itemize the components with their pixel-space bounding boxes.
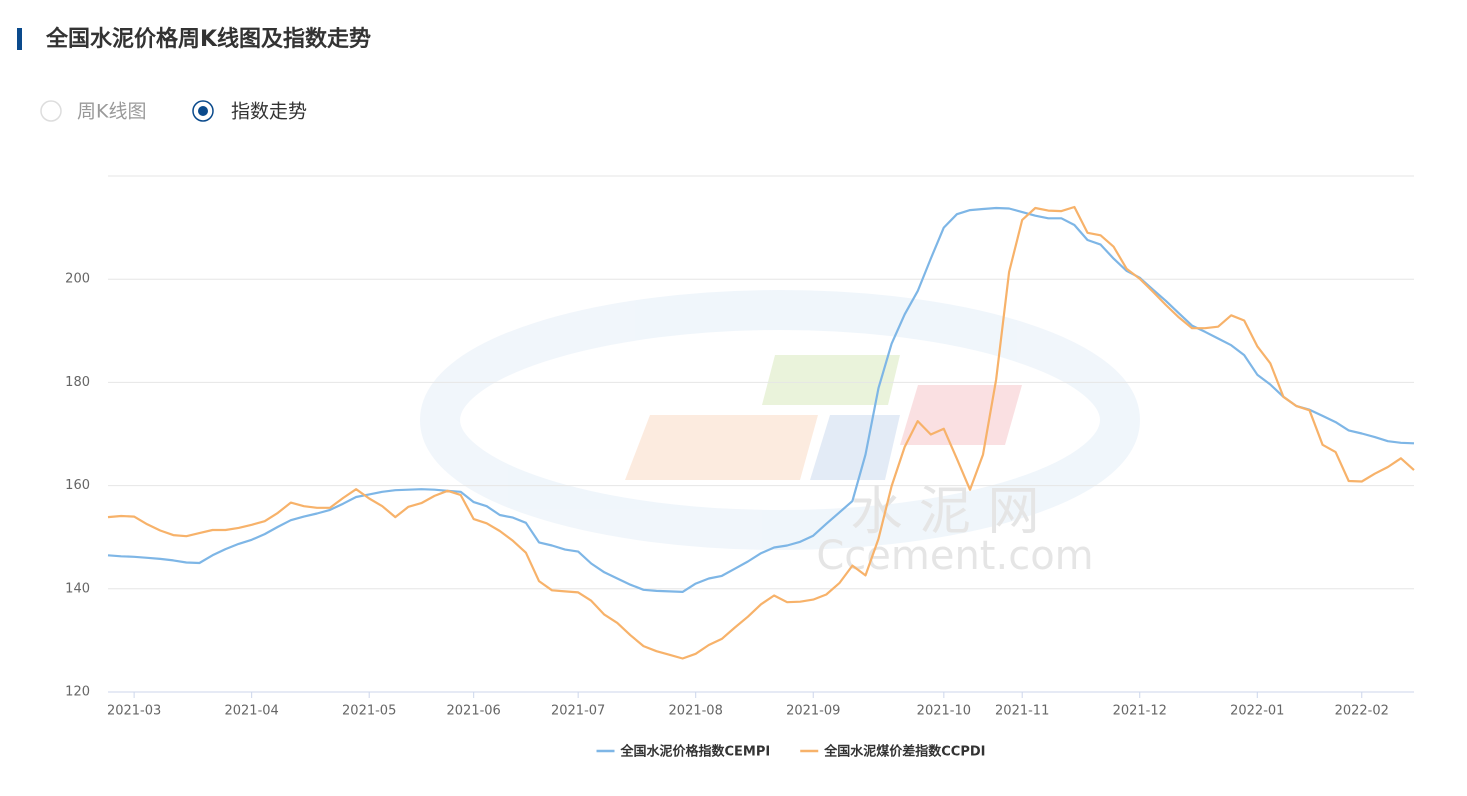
title-marker <box>17 28 22 50</box>
y-tick-label: 180 <box>65 375 90 390</box>
tab-1[interactable]: 指数走势 <box>192 100 307 123</box>
tab-label[interactable]: 周K线图 <box>77 101 146 123</box>
x-tick-label: 2022-01 <box>1230 704 1284 719</box>
y-tick-label: 120 <box>65 685 90 700</box>
x-tick-label: 2021-03 <box>107 704 161 719</box>
x-tick-label: 2021-10 <box>917 704 971 719</box>
watermark-text: Ccement.com <box>816 533 1093 579</box>
watermark-shape <box>762 355 900 405</box>
y-tick-label: 200 <box>65 272 90 287</box>
watermark-swoosh <box>420 290 1140 550</box>
y-tick-label: 140 <box>65 581 90 596</box>
x-tick-label: 2021-08 <box>669 704 723 719</box>
y-tick-label: 160 <box>65 478 90 493</box>
x-tick-label: 2021-06 <box>447 704 501 719</box>
series-line <box>107 205 1415 660</box>
x-tick-label: 2021-04 <box>224 704 278 719</box>
watermark-text: 水 泥 网 <box>850 482 1039 542</box>
radio-dot <box>198 106 208 116</box>
x-tick-label: 2021-07 <box>551 704 605 719</box>
x-tick-label: 2022-02 <box>1335 704 1389 719</box>
watermark-shape <box>810 415 900 480</box>
legend-label: 全国水泥煤价差指数CCPDI <box>823 744 985 760</box>
x-tick-label: 2021-09 <box>786 704 840 719</box>
tab-label[interactable]: 指数走势 <box>231 101 307 123</box>
watermark-shape <box>625 415 818 480</box>
tab-0[interactable]: 周K线图 <box>40 100 146 123</box>
radio[interactable] <box>40 100 62 122</box>
watermark-shape <box>900 385 1022 445</box>
legend-label: 全国水泥价格指数CEMPI <box>620 744 771 760</box>
x-tick-label: 2021-11 <box>995 704 1049 719</box>
watermark: 水 泥 网 Ccement.com <box>420 290 1140 579</box>
x-tick-label: 2021-12 <box>1113 704 1167 719</box>
x-tick-label: 2021-05 <box>342 704 396 719</box>
page-title: 全国水泥价格周K线图及指数走势 <box>45 26 371 52</box>
